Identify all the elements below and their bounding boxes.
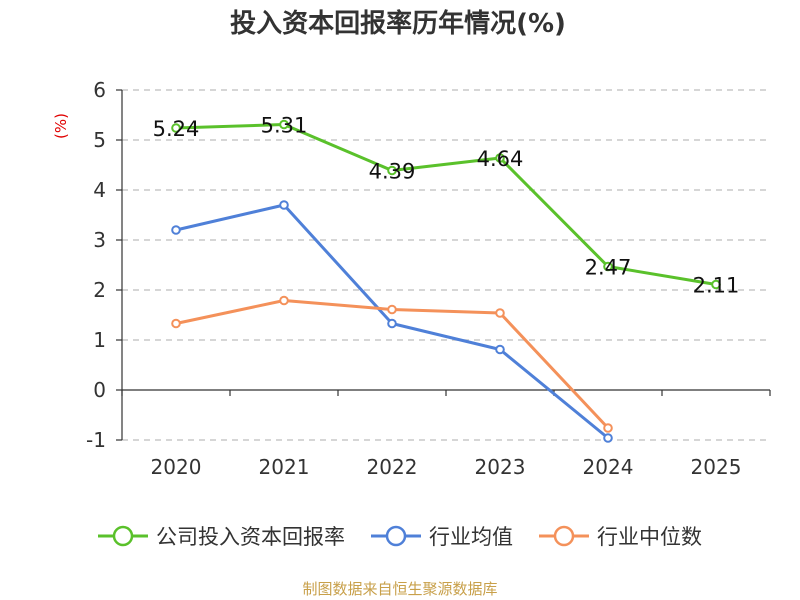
legend-item: 行业均值 — [371, 525, 513, 549]
data-label: 4.39 — [369, 160, 416, 184]
data-label: 5.31 — [261, 114, 308, 138]
data-labels: 5.24 5.31 4.39 4.64 2.47 2.11 — [153, 114, 740, 298]
data-point — [495, 308, 505, 318]
y-tick-label: 2 — [93, 278, 106, 302]
chart-title: 投入资本回报率历年情况(%) — [230, 8, 566, 39]
data-point — [387, 318, 397, 329]
y-tick-label: 4 — [93, 178, 106, 202]
source-note: 制图数据来自恒生聚源数据库 — [302, 580, 497, 598]
y-tick-label: 0 — [93, 378, 106, 402]
y-tick-label: 3 — [93, 228, 106, 252]
data-point — [387, 165, 397, 176]
data-point — [495, 153, 505, 163]
data-point — [495, 344, 505, 355]
data-point — [171, 123, 181, 133]
x-tick-label: 2023 — [475, 455, 526, 479]
legend-marker-icon — [112, 525, 134, 547]
y-tick-label: -1 — [86, 428, 106, 452]
y-axis-unit-label: (%) — [52, 113, 70, 139]
x-tick-label: 2024 — [583, 455, 634, 479]
y-tick-label: 6 — [93, 78, 106, 102]
legend-marker-icon — [385, 525, 407, 547]
data-point — [279, 295, 289, 306]
data-label: 2.11 — [693, 274, 740, 298]
data-point — [171, 225, 181, 235]
data-point — [711, 279, 721, 290]
data-point — [603, 261, 613, 272]
series-lines — [171, 119, 721, 443]
data-point — [279, 200, 289, 210]
x-tick-label: 2025 — [691, 455, 742, 479]
data-label: 5.24 — [153, 117, 200, 141]
legend: 公司投入资本回报率 行业均值 行业中位数 — [98, 525, 702, 549]
legend-marker-icon — [553, 525, 575, 547]
x-tick-label: 2020 — [151, 455, 202, 479]
data-point — [171, 318, 181, 329]
axes: -1 0 1 2 3 4 5 6 2020 2021 2022 2023 2024 2025 — [86, 78, 771, 479]
data-point — [387, 304, 397, 315]
x-tick-label: 2021 — [259, 455, 310, 479]
data-point — [603, 423, 613, 433]
data-point — [279, 119, 289, 130]
y-tick-label: 1 — [93, 328, 106, 352]
legend-label: 公司投入资本回报率 — [156, 525, 345, 549]
data-label: 2.47 — [585, 256, 632, 280]
gridlines — [122, 89, 770, 441]
legend-label: 行业均值 — [429, 525, 513, 549]
x-tick-label: 2022 — [367, 455, 418, 479]
series-line — [175, 123, 717, 286]
legend-item: 公司投入资本回报率 — [98, 525, 345, 549]
data-point — [603, 433, 613, 443]
data-label: 4.64 — [477, 147, 524, 171]
legend-item: 行业中位数 — [539, 525, 702, 549]
legend-label: 行业中位数 — [597, 525, 702, 549]
y-tick-label: 5 — [93, 128, 106, 152]
